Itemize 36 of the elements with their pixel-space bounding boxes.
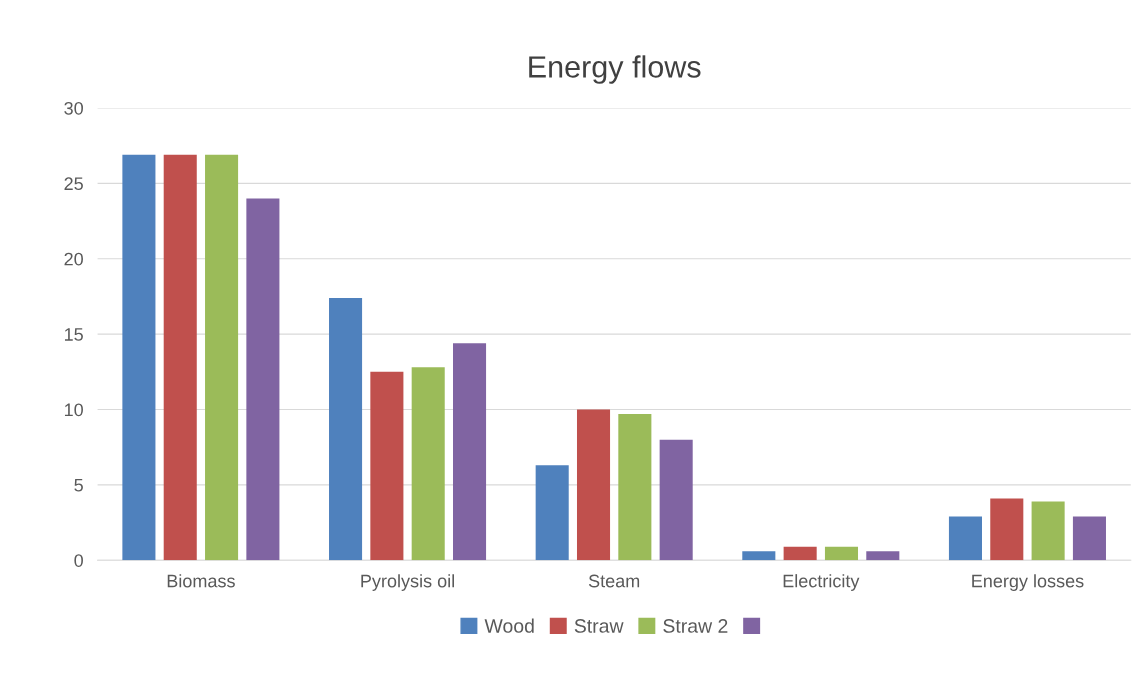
bar bbox=[122, 154, 156, 561]
bar bbox=[948, 516, 982, 561]
y-tick-label: 15 bbox=[64, 328, 83, 341]
chart-title: Energy flows bbox=[529, 55, 701, 84]
y-tick-label: 10 bbox=[64, 403, 83, 417]
bar bbox=[329, 297, 363, 561]
x-tick-label: Pyrolysis oil bbox=[361, 574, 454, 591]
bar bbox=[576, 409, 611, 561]
bar bbox=[370, 371, 404, 561]
bar bbox=[783, 546, 817, 561]
bar bbox=[866, 551, 900, 561]
bar bbox=[659, 439, 693, 561]
bar bbox=[163, 154, 197, 561]
bar bbox=[742, 551, 776, 561]
bar bbox=[1072, 516, 1106, 561]
y-tick-label: 20 bbox=[64, 252, 83, 266]
legend-label: Wood bbox=[484, 618, 534, 633]
legend-label: Straw bbox=[574, 619, 624, 633]
y-tick-label: 5 bbox=[74, 479, 83, 492]
bar bbox=[535, 465, 569, 561]
y-tick-label: 25 bbox=[64, 177, 83, 191]
bar bbox=[453, 343, 487, 561]
x-tick-label: Energy losses bbox=[972, 574, 1084, 591]
bar bbox=[1031, 501, 1065, 561]
bar bbox=[990, 498, 1024, 561]
y-tick-label: 30 bbox=[64, 101, 83, 115]
legend-label: Straw 2 bbox=[663, 619, 728, 633]
x-tick-label: Biomass bbox=[167, 574, 235, 588]
bar bbox=[618, 414, 652, 561]
x-tick-label: Electricity bbox=[783, 574, 860, 591]
bar bbox=[246, 198, 280, 561]
bar bbox=[411, 367, 445, 561]
bar bbox=[205, 154, 239, 561]
y-tick-label: 0 bbox=[74, 554, 83, 567]
bar bbox=[824, 546, 859, 561]
x-tick-label: Steam bbox=[588, 574, 640, 588]
